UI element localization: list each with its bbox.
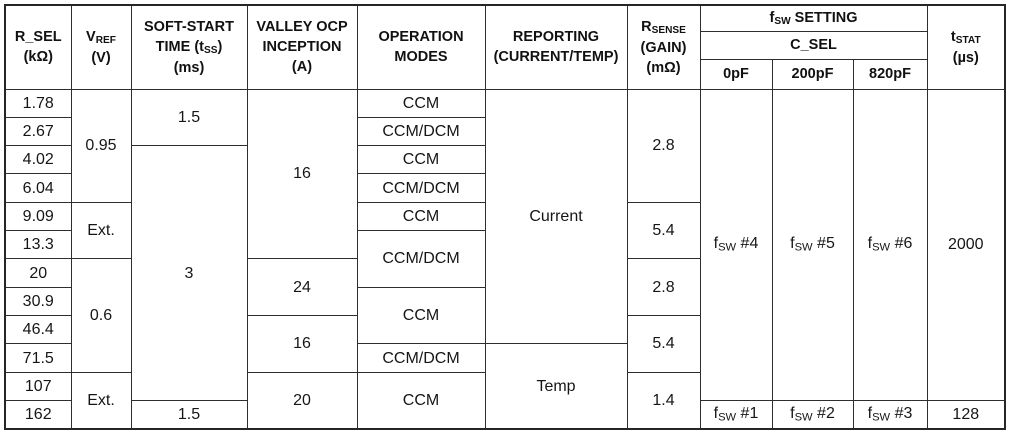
table-row: 2.67 CCM/DCM: [4, 116, 1005, 147]
cell-valley-ocp: 20: [246, 371, 358, 430]
fsw-label: fSW #5: [790, 235, 835, 254]
cell-r-sense: 1.4: [626, 371, 701, 430]
cell-t-stat: 128: [926, 400, 1006, 430]
cell-v-ref: 0.6: [70, 258, 132, 373]
strap-configuration-table: R_SEL (kΩ) VREF (V) SOFT-START TIME (tSS…: [4, 4, 1007, 430]
header-operation-modes: OPERATION MODES: [356, 4, 486, 90]
cell-r-sel: 30.9: [4, 286, 72, 317]
cell-r-sel: 2.67: [4, 116, 72, 147]
header-r-sense-unit: (mΩ): [646, 59, 681, 76]
table-row: 1.78 0.95 1.5 16 CCM Current 2.8 fSW #4 …: [4, 88, 1006, 402]
header-soft-start-line1: SOFT-START: [144, 18, 234, 35]
cell-valley-ocp: 24: [246, 258, 358, 317]
header-c-sel-200pf: 200pF: [771, 58, 854, 90]
cell-fsw-200pf: fSW #5: [771, 88, 854, 402]
header-t-stat-name: tSTAT: [950, 28, 981, 46]
cell-soft-start: 3: [130, 145, 248, 402]
cell-reporting: Current: [484, 88, 628, 345]
header-reporting-line1: REPORTING: [512, 29, 600, 46]
cell-soft-start: 1.5: [130, 88, 248, 147]
table-row: 6.04 CCM/DCM: [4, 173, 1005, 203]
header-soft-start: SOFT-START TIME (tSS) (ms): [130, 4, 248, 90]
header-valley-ocp-line1: VALLEY OCP: [256, 19, 348, 36]
cell-reporting: Temp: [484, 343, 628, 430]
table-row: 13.3 CCM/DCM: [4, 230, 1005, 288]
header-t-stat: tSTAT (µs): [926, 4, 1006, 90]
table-row: 107 Ext. 20 CCM 1.4: [4, 371, 1005, 430]
cell-operation-mode: CCM: [356, 201, 486, 232]
cell-r-sel: 20: [4, 258, 72, 288]
table-row: 20 0.6 24 2.8: [4, 258, 1005, 373]
header-fsw-setting: fSW SETTING: [699, 4, 928, 32]
header-v-ref: VREF (V): [70, 4, 132, 90]
header-t-stat-unit: (µs): [952, 49, 979, 66]
cell-valley-ocp: 16: [246, 88, 358, 260]
cell-r-sel: 13.3: [4, 230, 72, 260]
cell-fsw-0pf: fSW #4: [699, 88, 773, 402]
header-operation-modes-line2: MODES: [394, 49, 448, 66]
cell-operation-mode: CCM: [356, 286, 486, 345]
header-valley-ocp-unit: (A): [291, 59, 313, 76]
cell-r-sense: 2.8: [626, 258, 701, 317]
table-row: 4.02 3 CCM: [4, 145, 1005, 402]
header-soft-start-line2: TIME (tSS): [155, 38, 223, 56]
cell-r-sel: 46.4: [4, 315, 72, 345]
cell-operation-mode: CCM/DCM: [356, 230, 486, 288]
cell-operation-mode: CCM/DCM: [356, 116, 486, 147]
cell-r-sel: 71.5: [4, 343, 72, 373]
fsw-label: fSW #6: [867, 235, 913, 254]
header-reporting-line2: (CURRENT/TEMP): [493, 49, 619, 66]
cell-r-sel: 1.78: [4, 88, 72, 118]
cell-r-sel: 6.04: [4, 173, 72, 203]
header-r-sel: R_SEL (kΩ): [4, 4, 72, 90]
header-fsw-setting-label: fSW SETTING: [769, 9, 858, 27]
cell-soft-start: 1.5: [130, 400, 248, 430]
cell-fsw-820pf: fSW #6: [852, 88, 928, 402]
header-r-sense-name: RSENSE: [641, 18, 686, 36]
header-operation-modes-line1: OPERATION: [378, 29, 464, 46]
header-r-sense-gain: (GAIN): [640, 39, 687, 56]
header-c-sel-0pf: 0pF: [699, 58, 773, 90]
cell-r-sel: 162: [4, 400, 72, 430]
cell-r-sel: 4.02: [4, 145, 72, 175]
cell-operation-mode: CCM/DCM: [356, 173, 486, 203]
fsw-label: fSW #2: [790, 405, 835, 424]
header-r-sel-unit: (kΩ): [23, 49, 53, 66]
fsw-label: fSW #3: [867, 405, 913, 424]
table-row: 71.5 CCM/DCM Temp: [4, 343, 1005, 430]
header-valley-ocp: VALLEY OCP INCEPTION (A): [246, 4, 358, 90]
header-valley-ocp-line2: INCEPTION: [262, 39, 342, 56]
header-r-sense: RSENSE (GAIN) (mΩ): [626, 4, 701, 90]
table-row: 9.09 Ext. CCM 5.4: [4, 201, 1005, 260]
header-c-sel: C_SEL: [699, 30, 928, 60]
cell-fsw-0pf: fSW #1: [699, 400, 773, 430]
cell-r-sense: 2.8: [626, 88, 701, 203]
header-v-ref-unit: (V): [91, 49, 111, 66]
fsw-label: fSW #4: [713, 235, 759, 254]
cell-r-sel: 9.09: [4, 201, 72, 232]
cell-v-ref: Ext.: [70, 371, 132, 430]
header-c-sel-820pf: 820pF: [852, 58, 928, 90]
cell-t-stat: 2000: [926, 88, 1006, 402]
cell-valley-ocp: 16: [246, 315, 358, 373]
cell-r-sense: 5.4: [626, 201, 701, 260]
cell-operation-mode: CCM: [356, 88, 486, 118]
header-reporting: REPORTING (CURRENT/TEMP): [484, 4, 628, 90]
cell-v-ref: Ext.: [70, 201, 132, 260]
cell-v-ref: 0.95: [70, 88, 132, 203]
table-row: 162 1.5 fSW #1 fSW #2 fSW #3 128: [4, 400, 1006, 430]
fsw-label: fSW #1: [713, 405, 759, 424]
cell-operation-mode: CCM/DCM: [356, 343, 486, 373]
cell-fsw-200pf: fSW #2: [771, 400, 854, 430]
table-row: 30.9 CCM: [4, 286, 1005, 345]
cell-operation-mode: CCM: [356, 371, 486, 430]
header-r-sel-name: R_SEL: [14, 29, 62, 46]
cell-fsw-820pf: fSW #3: [852, 400, 928, 430]
cell-r-sense: 5.4: [626, 315, 701, 373]
header-v-ref-name: VREF: [86, 28, 116, 46]
header-soft-start-unit: (ms): [173, 59, 205, 76]
cell-operation-mode: CCM: [356, 145, 486, 175]
cell-r-sel: 107: [4, 371, 72, 402]
